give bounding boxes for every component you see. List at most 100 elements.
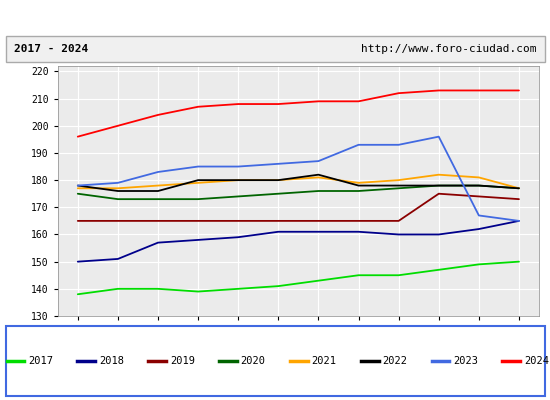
2024 <box>155 112 161 117</box>
2021 <box>395 178 402 182</box>
Line: 2024: 2024 <box>78 90 519 137</box>
2017 <box>436 268 442 272</box>
2020 <box>315 189 322 194</box>
2017 <box>195 289 201 294</box>
2023 <box>476 213 482 218</box>
2020 <box>476 183 482 188</box>
2022 <box>275 178 282 182</box>
2022 <box>395 183 402 188</box>
2017 <box>235 286 241 291</box>
2018 <box>516 218 522 223</box>
2024 <box>516 88 522 93</box>
2019 <box>436 191 442 196</box>
2021 <box>476 175 482 180</box>
Text: Evolucion num de emigrantes en La Roda: Evolucion num de emigrantes en La Roda <box>109 10 441 24</box>
Text: 2020: 2020 <box>241 356 266 366</box>
2019 <box>476 194 482 199</box>
2018 <box>395 232 402 237</box>
2018 <box>195 238 201 242</box>
2022 <box>516 186 522 191</box>
2017 <box>114 286 121 291</box>
2023 <box>155 170 161 174</box>
2020 <box>155 197 161 202</box>
2018 <box>436 232 442 237</box>
2018 <box>355 229 362 234</box>
2022 <box>436 183 442 188</box>
2019 <box>74 218 81 223</box>
2017 <box>315 278 322 283</box>
2018 <box>155 240 161 245</box>
2024 <box>235 102 241 106</box>
2021 <box>355 180 362 185</box>
2019 <box>355 218 362 223</box>
FancyBboxPatch shape <box>6 326 544 396</box>
2023 <box>74 183 81 188</box>
2018 <box>476 227 482 232</box>
Line: 2023: 2023 <box>78 137 519 221</box>
2021 <box>114 186 121 191</box>
2021 <box>516 186 522 191</box>
2017 <box>395 273 402 278</box>
2023 <box>275 162 282 166</box>
2023 <box>516 218 522 223</box>
2020 <box>516 186 522 191</box>
2018 <box>114 256 121 261</box>
2021 <box>74 186 81 191</box>
2019 <box>516 197 522 202</box>
Text: 2017 - 2024: 2017 - 2024 <box>14 44 88 54</box>
Line: 2021: 2021 <box>78 175 519 188</box>
2018 <box>74 259 81 264</box>
Text: 2017: 2017 <box>28 356 53 366</box>
2018 <box>235 235 241 240</box>
2018 <box>315 229 322 234</box>
2017 <box>516 259 522 264</box>
2024 <box>355 99 362 104</box>
2023 <box>315 159 322 164</box>
Text: 2018: 2018 <box>99 356 124 366</box>
2022 <box>476 183 482 188</box>
2022 <box>155 189 161 194</box>
2019 <box>195 218 201 223</box>
2024 <box>114 123 121 128</box>
Text: http://www.foro-ciudad.com: http://www.foro-ciudad.com <box>361 44 536 54</box>
2022 <box>74 183 81 188</box>
2023 <box>114 180 121 185</box>
Text: 2024: 2024 <box>524 356 549 366</box>
2021 <box>155 183 161 188</box>
2022 <box>355 183 362 188</box>
2021 <box>235 178 241 182</box>
2022 <box>114 189 121 194</box>
2023 <box>355 142 362 147</box>
2021 <box>275 178 282 182</box>
Line: 2022: 2022 <box>78 175 519 191</box>
2023 <box>436 134 442 139</box>
2024 <box>395 91 402 96</box>
2018 <box>275 229 282 234</box>
2017 <box>275 284 282 288</box>
Line: 2019: 2019 <box>78 194 519 221</box>
2017 <box>74 292 81 297</box>
2019 <box>235 218 241 223</box>
Text: 2023: 2023 <box>453 356 478 366</box>
2021 <box>195 180 201 185</box>
2022 <box>235 178 241 182</box>
2024 <box>195 104 201 109</box>
2022 <box>195 178 201 182</box>
2020 <box>395 186 402 191</box>
Line: 2018: 2018 <box>78 221 519 262</box>
2024 <box>315 99 322 104</box>
2023 <box>395 142 402 147</box>
2020 <box>74 191 81 196</box>
2017 <box>476 262 482 267</box>
2021 <box>315 175 322 180</box>
2017 <box>155 286 161 291</box>
2020 <box>235 194 241 199</box>
Text: 2022: 2022 <box>382 356 408 366</box>
2024 <box>275 102 282 106</box>
2024 <box>74 134 81 139</box>
Line: 2017: 2017 <box>78 262 519 294</box>
2020 <box>355 189 362 194</box>
2019 <box>275 218 282 223</box>
2023 <box>235 164 241 169</box>
Line: 2020: 2020 <box>78 186 519 199</box>
